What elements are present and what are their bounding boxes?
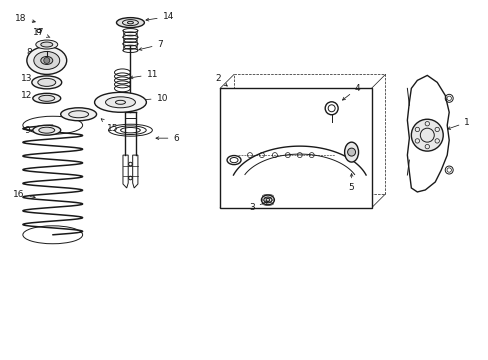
Ellipse shape [34,51,60,69]
Circle shape [410,119,442,151]
Ellipse shape [38,78,56,86]
Ellipse shape [68,111,88,118]
Ellipse shape [116,18,144,28]
Text: 11: 11 [130,70,158,79]
Polygon shape [220,88,371,208]
Text: 17: 17 [33,28,50,37]
Text: 3: 3 [248,201,268,212]
Ellipse shape [94,92,146,112]
Text: 4: 4 [342,84,360,100]
Ellipse shape [32,76,61,89]
Ellipse shape [61,108,96,121]
Text: 1: 1 [447,118,469,129]
Text: 6: 6 [156,134,179,143]
Ellipse shape [33,125,61,135]
Ellipse shape [41,57,53,64]
Text: 13: 13 [21,74,47,83]
Ellipse shape [36,40,58,49]
Ellipse shape [344,142,358,162]
Text: 18: 18 [15,14,35,23]
Circle shape [44,58,50,63]
Text: 12: 12 [21,91,47,100]
Circle shape [347,148,355,156]
Text: 10: 10 [139,94,168,103]
Text: 16: 16 [13,190,35,199]
Ellipse shape [39,95,55,101]
Text: 5: 5 [348,174,354,193]
Text: 2: 2 [215,74,227,86]
Ellipse shape [105,97,135,108]
Text: 15: 15 [101,119,118,133]
Ellipse shape [27,46,66,75]
Ellipse shape [41,42,53,47]
Text: 7: 7 [139,40,163,50]
Text: 8: 8 [26,48,49,60]
Ellipse shape [33,93,61,103]
Ellipse shape [39,127,55,133]
Text: 9: 9 [24,126,47,135]
Text: 14: 14 [146,12,174,21]
